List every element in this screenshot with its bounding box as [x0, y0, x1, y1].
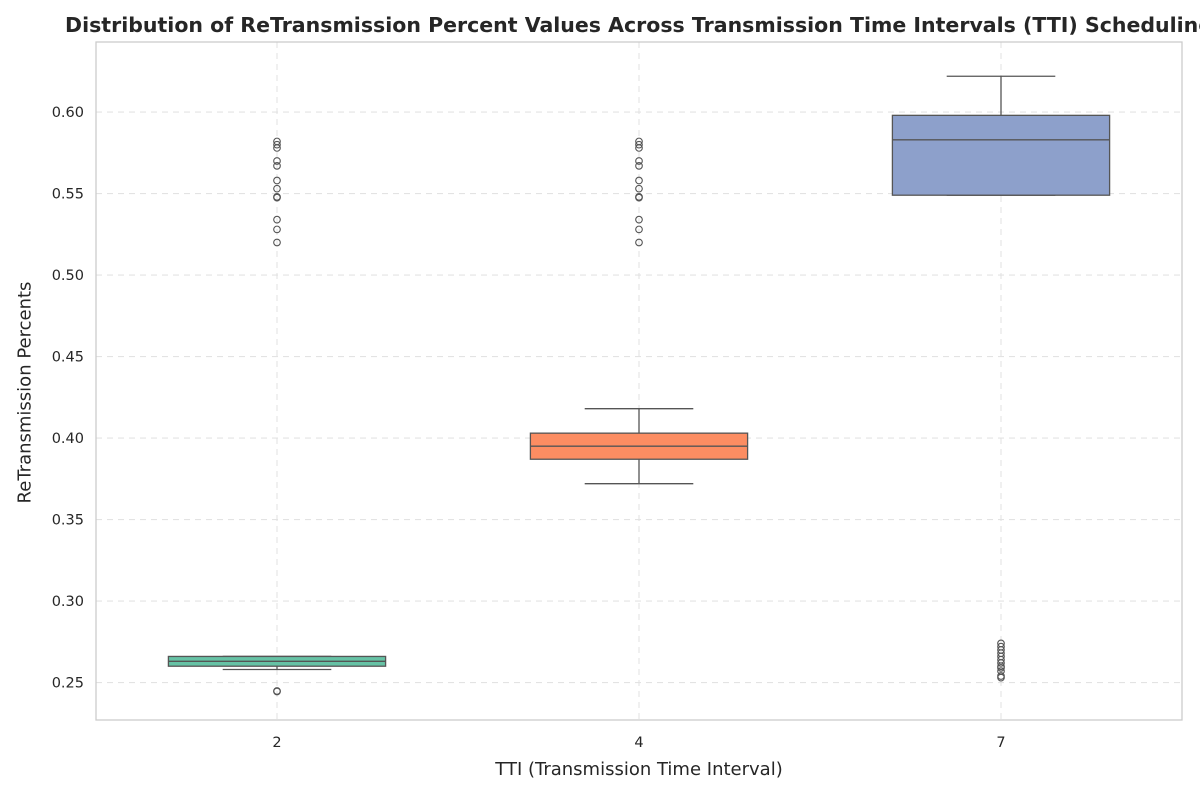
iqr-box	[891, 114, 1111, 196]
outlier-point	[997, 639, 1005, 648]
outlier-point	[635, 140, 643, 149]
outlier-point	[273, 162, 281, 170]
y-axis-ticks: 0.25 0.30 0.35 0.40 0.45 0.50 0.55 0.60	[52, 105, 84, 691]
box-group-4	[529, 137, 749, 485]
y-axis-label: ReTransmission Percents	[14, 281, 36, 504]
outlier-point	[273, 184, 281, 193]
x-axis-ticks: 2 4 7	[272, 735, 1005, 751]
outlier-point	[635, 157, 643, 165]
outlier-point	[635, 215, 643, 224]
outlier-point	[997, 672, 1005, 680]
outlier-point	[273, 687, 281, 695]
outlier-point	[635, 162, 643, 170]
outlier-point	[635, 137, 643, 146]
outlier-point	[635, 192, 643, 201]
outlier-point	[273, 238, 281, 247]
outlier-point	[273, 137, 281, 146]
outlier-point	[635, 238, 643, 247]
y-tick-label: 0.40	[52, 431, 84, 447]
y-tick-label: 0.25	[52, 676, 84, 692]
outlier-point	[273, 157, 281, 165]
plot-frame	[95, 41, 1183, 721]
y-tick-label: 0.60	[52, 105, 84, 121]
y-tick-label: 0.55	[52, 187, 84, 203]
outlier-point	[997, 642, 1005, 651]
outlier-point	[273, 140, 281, 149]
outlier-point	[635, 225, 643, 234]
chart-title: Distribution of ReTransmission Percent V…	[65, 13, 1200, 37]
y-tick-label: 0.35	[52, 513, 84, 529]
boxes-layer	[167, 75, 1111, 696]
x-tick-label: 4	[634, 735, 643, 751]
outlier-point	[635, 184, 643, 193]
box-group-2	[167, 137, 387, 696]
outlier-point	[273, 192, 281, 201]
box-group-7	[891, 75, 1111, 682]
outlier-point	[273, 176, 281, 185]
x-axis-label: TTI (Transmission Time Interval)	[495, 759, 783, 780]
x-tick-label: 7	[996, 735, 1005, 751]
y-tick-label: 0.45	[52, 350, 84, 366]
y-tick-label: 0.50	[52, 268, 84, 284]
y-tick-label: 0.30	[52, 594, 84, 610]
x-tick-label: 2	[272, 735, 281, 751]
outlier-point	[273, 215, 281, 224]
outlier-point	[997, 667, 1005, 675]
outlier-point	[273, 225, 281, 234]
outlier-point	[635, 176, 643, 185]
